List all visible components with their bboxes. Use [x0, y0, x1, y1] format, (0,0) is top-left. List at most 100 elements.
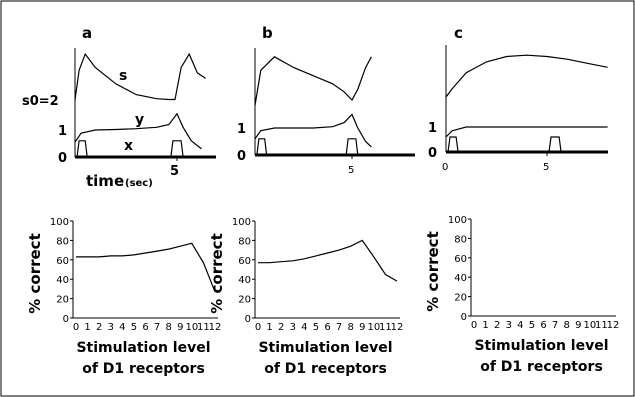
x-tick-label: 5 [543, 162, 549, 173]
x-tick-label: 0 [73, 322, 79, 333]
x-axis-label-line2: of D1 receptors [480, 359, 603, 375]
x-tick-label: 4 [119, 322, 125, 333]
series-y-label: y [135, 112, 144, 128]
x-tick-label: 9 [177, 322, 183, 333]
panel-letter-b: b [262, 24, 273, 42]
series-y-line [74, 112, 202, 150]
time-course-panel-c: 1 00 5 [428, 45, 608, 173]
y-axis-label: % correct [208, 233, 226, 313]
series-s-line [74, 52, 206, 101]
y-tick-label: 80 [238, 236, 251, 247]
time-course-panel-a: s0=2 1 0 5 time (sec) s yx [22, 48, 216, 190]
y-tick-label: 60 [454, 254, 467, 265]
y-tick-label: 0 [428, 146, 437, 161]
x-tick-label: 5 [313, 322, 319, 333]
y-tick-label: 1 [428, 121, 437, 136]
x-tick-label: 11 [595, 320, 608, 331]
y-tick-label: 0 [237, 149, 246, 164]
x-tick-label: 8 [347, 322, 353, 333]
y-tick-label: s0=2 [22, 94, 59, 109]
x-tick-label: 10 [367, 322, 380, 333]
y-tick-label: 40 [238, 275, 251, 286]
x-tick-label: 9 [575, 320, 581, 331]
x-axis-label: time [86, 172, 124, 190]
x-tick-label: 4 [517, 320, 523, 331]
y-axis-label: % correct [424, 231, 442, 311]
x-tick-label: 3 [108, 322, 114, 333]
series-s-label: s [119, 68, 127, 84]
x-tick-label: 5 [131, 322, 137, 333]
x-tick-label: 12 [209, 322, 222, 333]
x-tick-label: 2 [278, 322, 284, 333]
y-tick-label: 80 [56, 236, 69, 247]
y-tick-label: 20 [454, 293, 467, 304]
x-tick-label: 11 [197, 322, 210, 333]
y-tick-label: 0 [461, 312, 467, 323]
x-tick-label: 1 [266, 322, 272, 333]
y-axis-label: % correct [26, 233, 44, 313]
x-tick-label: 3 [290, 322, 296, 333]
x-axis-unit: (sec) [125, 178, 153, 189]
y-tick-label: 100 [448, 215, 467, 226]
y-tick-label: 20 [238, 295, 251, 306]
series-y-line [254, 113, 372, 148]
x-tick-label: 6 [324, 322, 330, 333]
x-tick-label: 9 [359, 322, 365, 333]
y-tick-label: 0 [63, 314, 69, 325]
x-tick-label: 8 [165, 322, 171, 333]
x-axis-label-line1: Stimulation level [258, 340, 392, 356]
x-tick-label: 10 [583, 320, 596, 331]
time-course-panel-b: 1 0 5 [237, 48, 415, 176]
y-tick-label: 100 [50, 217, 69, 228]
performance-line [76, 242, 216, 293]
x-tick-label: 0 [255, 322, 261, 333]
panel-letter-a: a [82, 24, 92, 42]
y-tick-label: 60 [56, 256, 69, 267]
x-axis-label-line1: Stimulation level [76, 340, 210, 356]
y-tick-label: 80 [454, 234, 467, 245]
x-axis-label-line2: of D1 receptors [82, 361, 205, 377]
x-tick-label: 6 [540, 320, 546, 331]
x-tick-label: 5 [348, 165, 354, 176]
series-x-line [446, 136, 608, 153]
y-tick-label: 1 [237, 122, 246, 137]
performance-line [258, 239, 398, 282]
series-y-line [445, 126, 608, 138]
x-tick-label: 3 [506, 320, 512, 331]
panel-letter-c: c [454, 24, 463, 42]
x-tick-label: 2 [494, 320, 500, 331]
y-tick-label: 40 [56, 275, 69, 286]
x-tick-label: 0 [471, 320, 477, 331]
x-tick-label: 11 [379, 322, 392, 333]
x-tick-label: 6 [142, 322, 148, 333]
x-tick-label: 12 [607, 320, 620, 331]
y-tick-label: 20 [56, 295, 69, 306]
y-tick-label: 100 [232, 217, 251, 228]
x-tick-label: 2 [96, 322, 102, 333]
x-tick-label: 7 [336, 322, 342, 333]
x-axis-label-line1: Stimulation level [474, 338, 608, 354]
series-x-line [255, 138, 391, 156]
y-tick-label: 0 [245, 314, 251, 325]
x-tick-label: 12 [391, 322, 404, 333]
x-tick-label: 1 [482, 320, 488, 331]
series-s-line [445, 54, 608, 98]
x-tick-label: 1 [84, 322, 90, 333]
y-tick-label: 0 [58, 151, 67, 166]
x-tick-label: 7 [552, 320, 558, 331]
series-x-label: x [124, 138, 133, 154]
x-tick-label: 5 [170, 164, 179, 179]
x-tick-label: 5 [529, 320, 535, 331]
x-tick-label: 7 [154, 322, 160, 333]
y-tick-label: 60 [238, 256, 251, 267]
x-tick-label: 10 [185, 322, 198, 333]
y-tick-label: 40 [454, 273, 467, 284]
series-x-line [75, 140, 216, 158]
x-axis-label-line2: of D1 receptors [264, 361, 387, 377]
x-tick-label: 0 [442, 162, 448, 173]
